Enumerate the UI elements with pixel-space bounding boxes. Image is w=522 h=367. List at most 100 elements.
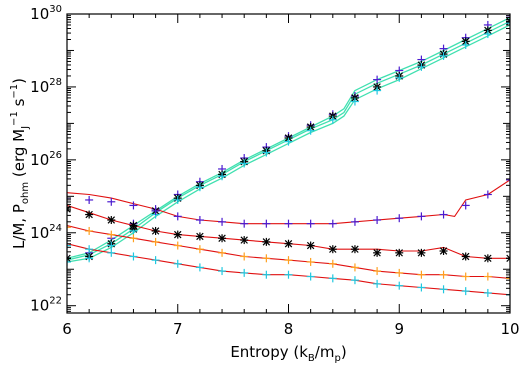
- plus-marker: [395, 214, 404, 223]
- plot-axes: [66, 13, 511, 314]
- plus-marker: [395, 281, 404, 290]
- plus-marker: [85, 195, 94, 204]
- luminosity-fit-line-2: [67, 24, 510, 263]
- plus-marker: [350, 263, 359, 272]
- star-marker: [306, 241, 315, 250]
- star-marker: [417, 248, 426, 257]
- plus-marker: [173, 195, 182, 204]
- plus-marker: [373, 86, 382, 95]
- plus-marker: [67, 223, 71, 232]
- plus-marker: [240, 219, 249, 228]
- plus-marker: [284, 270, 293, 279]
- plus-marker: [129, 252, 138, 261]
- luminosity-fit-line-3: [67, 17, 510, 259]
- ohmic-fit-line-1: [67, 179, 510, 225]
- y-tick-label: 1024: [30, 223, 62, 242]
- plus-marker: [262, 254, 271, 263]
- plus-marker: [151, 237, 160, 246]
- plus-marker: [195, 263, 204, 272]
- plus-marker: [483, 288, 492, 297]
- plus-marker: [173, 259, 182, 268]
- star-marker: [395, 248, 404, 257]
- plus-marker: [151, 206, 160, 215]
- x-tick-label: 10: [500, 320, 519, 338]
- plus-marker: [306, 272, 315, 281]
- plus-marker: [240, 159, 249, 168]
- star-marker: [151, 226, 160, 235]
- x-axis-label: Entropy (kB/mp): [230, 343, 346, 364]
- star-marker: [240, 236, 249, 245]
- plus-marker: [306, 257, 315, 266]
- plus-marker: [461, 201, 470, 210]
- plus-marker: [506, 19, 510, 28]
- plus-marker: [107, 230, 116, 239]
- plus-marker: [506, 175, 510, 184]
- star-marker: [350, 245, 359, 254]
- plus-marker: [262, 148, 271, 157]
- plus-marker: [85, 245, 94, 254]
- y-tick-label: 1030: [30, 4, 62, 23]
- data-markers: [67, 14, 510, 299]
- star-marker: [328, 245, 337, 254]
- plus-marker: [373, 267, 382, 276]
- plus-marker: [328, 219, 337, 228]
- plus-marker: [306, 126, 315, 135]
- plus-marker: [328, 274, 337, 283]
- y-tick-label: 1022: [30, 296, 62, 315]
- plus-marker: [350, 217, 359, 226]
- x-tick-label: 7: [173, 320, 183, 338]
- plus-marker: [373, 75, 382, 84]
- plus-marker: [483, 272, 492, 281]
- x-tick-label: 8: [284, 320, 294, 338]
- x-tick-label: 9: [394, 320, 404, 338]
- plus-marker: [195, 216, 204, 225]
- luminosity-fit-line-1: [67, 20, 510, 261]
- star-marker: [173, 230, 182, 239]
- plus-marker: [439, 270, 448, 279]
- plus-marker: [461, 272, 470, 281]
- plus-marker: [395, 73, 404, 82]
- star-marker: [439, 247, 448, 256]
- plus-marker: [173, 241, 182, 250]
- plus-marker: [306, 219, 315, 228]
- plus-marker: [439, 51, 448, 60]
- star-marker: [262, 237, 271, 246]
- plus-marker: [417, 270, 426, 279]
- plus-marker: [417, 62, 426, 71]
- plus-marker: [107, 197, 116, 206]
- y-axis-label: L/M, Pohm (erg MJ−1 s−1): [9, 78, 31, 249]
- plus-marker: [350, 97, 359, 106]
- plus-marker: [195, 183, 204, 192]
- plus-marker: [439, 285, 448, 294]
- plus-marker: [218, 267, 227, 276]
- plus-marker: [195, 245, 204, 254]
- x-tick-label: 6: [62, 320, 72, 338]
- plus-marker: [328, 115, 337, 124]
- plus-marker: [461, 40, 470, 49]
- plus-marker: [218, 172, 227, 181]
- tick-labels: 6 7 8 9 10 1022 1024 1026 1028 1030: [30, 4, 519, 338]
- plus-marker: [483, 190, 492, 199]
- plus-marker: [350, 276, 359, 285]
- plus-marker: [483, 30, 492, 39]
- plus-marker: [284, 137, 293, 146]
- plus-marker: [461, 287, 470, 296]
- plus-marker: [218, 217, 227, 226]
- plus-marker: [439, 210, 448, 219]
- star-marker: [218, 234, 227, 243]
- star-marker: [129, 221, 138, 230]
- plus-marker: [262, 270, 271, 279]
- plus-marker: [85, 254, 94, 263]
- plus-marker: [240, 268, 249, 277]
- plus-marker: [85, 226, 94, 235]
- plus-marker: [395, 268, 404, 277]
- star-marker: [284, 239, 293, 248]
- plus-marker: [506, 274, 510, 283]
- plus-marker: [218, 248, 227, 257]
- plus-marker: [284, 219, 293, 228]
- plus-marker: [67, 257, 71, 266]
- plus-marker: [240, 252, 249, 261]
- plus-marker: [67, 241, 71, 250]
